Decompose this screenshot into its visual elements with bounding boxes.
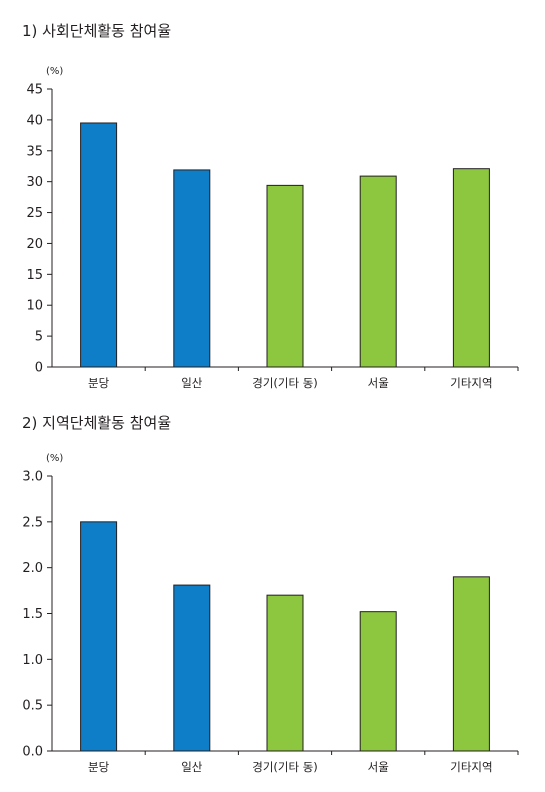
chart-1-x-category-label: 경기(기타 동): [252, 376, 318, 390]
chart-2-bar: [452, 576, 490, 752]
chart-2-x-category-label: 분당: [88, 760, 110, 774]
chart-2-y-tick-label: 3.0: [22, 470, 43, 485]
chart-1-y-tick-label: 20: [26, 237, 43, 252]
chart-2-bar: [173, 584, 211, 752]
chart-1-y-tick-label: 35: [26, 144, 43, 159]
chart-1-unit-label: (%): [46, 66, 63, 77]
chart-1-y-tick-label: 10: [26, 299, 43, 314]
chart-2-title: 2) 지역단체활동 참여율: [22, 414, 172, 432]
chart-2-y-tick-label: 0.5: [22, 699, 43, 714]
chart-1-y-tick-label: 15: [26, 268, 43, 283]
chart-1-y-tick-label: 25: [26, 206, 43, 221]
chart-1-bar: [173, 169, 211, 368]
chart-2-bar: [359, 611, 397, 752]
chart-1-y-tick-label: 40: [26, 113, 43, 128]
chart-2-y-tick-label: 1.0: [22, 653, 43, 668]
chart-1-bar: [359, 175, 397, 368]
chart-2-y-tick-label: 1.5: [22, 607, 43, 622]
chart-2-x-category-label: 기타지역: [450, 760, 492, 774]
chart-1-y-tick-label: 0: [35, 361, 43, 376]
chart-1-bar: [80, 122, 118, 368]
chart-1-title: 1) 사회단체활동 참여율: [22, 22, 172, 40]
chart-1-y-tick-label: 30: [26, 175, 43, 190]
chart-2-bar: [266, 594, 304, 752]
chart-1-x-category-label: 일산: [181, 376, 203, 390]
chart-1-y-tick-label: 5: [35, 330, 43, 345]
chart-2-bar: [80, 521, 118, 752]
chart-2-y-tick-label: 0.0: [22, 745, 43, 760]
chart-1-x-category-label: 서울: [368, 376, 389, 390]
chart-1-x-category-label: 기타지역: [450, 376, 492, 390]
chart-1-bar: [266, 184, 304, 368]
chart-2-x-category-label: 경기(기타 동): [252, 760, 318, 774]
chart-2-x-category-label: 서울: [368, 760, 389, 774]
chart-1-x-category-label: 분당: [88, 376, 110, 390]
chart-2-x-category-label: 일산: [181, 760, 203, 774]
chart-2-y-tick-label: 2.5: [22, 515, 43, 530]
chart-2-unit-label: (%): [46, 453, 63, 464]
chart-2-y-tick-label: 2.0: [22, 561, 43, 576]
chart-1-bar: [452, 168, 490, 368]
chart-1-y-tick-label: 45: [26, 83, 43, 98]
